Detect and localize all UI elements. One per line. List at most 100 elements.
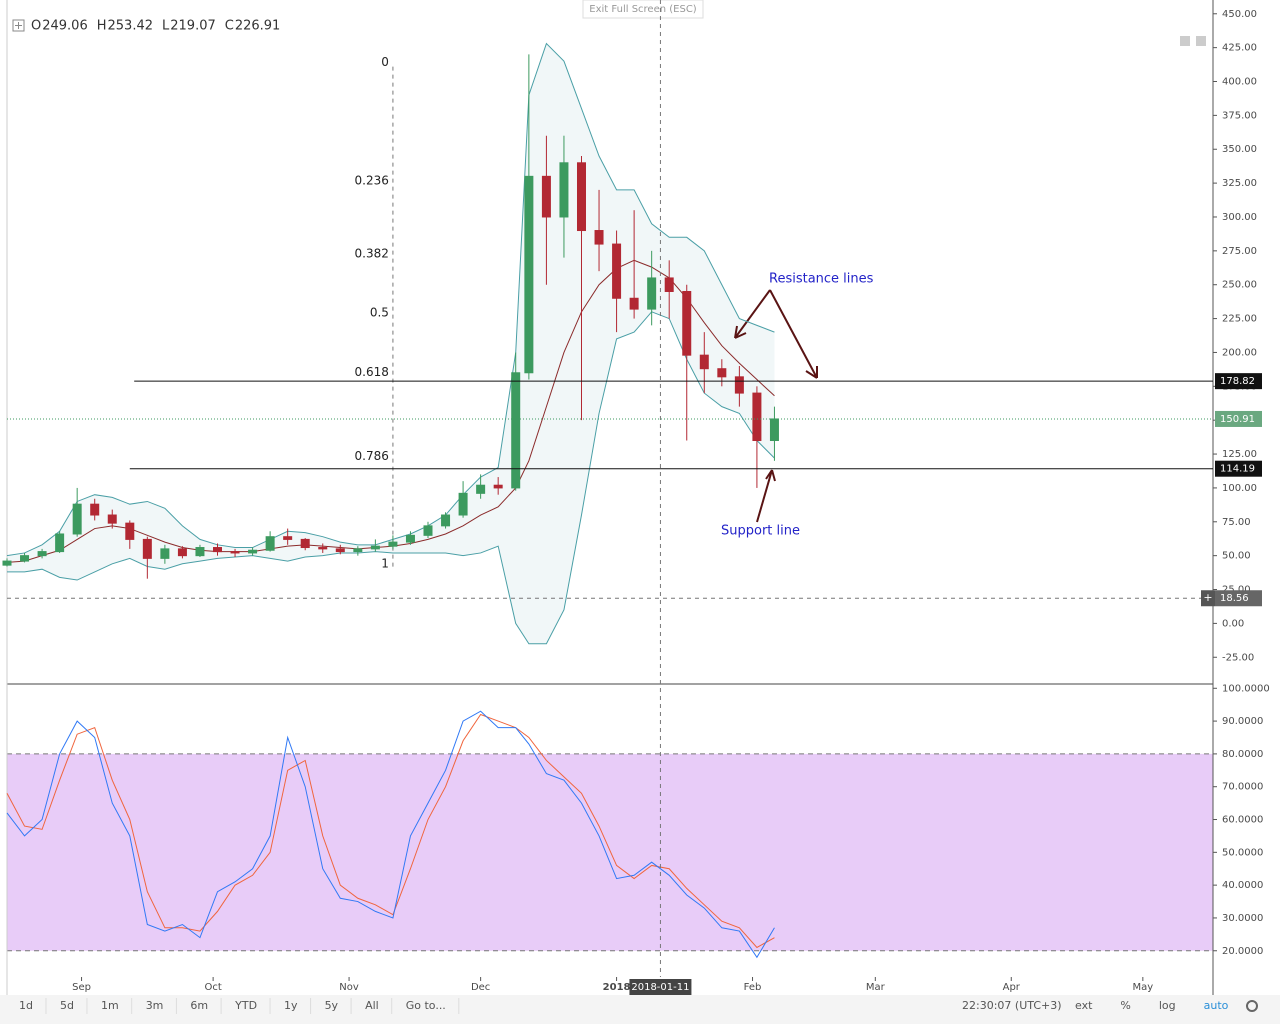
x-tick-label: Nov (339, 982, 359, 993)
legend-key: C (225, 19, 234, 34)
legend-value: 219.07 (170, 19, 216, 34)
y-tick-label: 275.00 (1222, 246, 1257, 257)
band-lower (7, 311, 775, 645)
y-tick-label: 75.00 (1222, 517, 1251, 528)
legend-key: H (97, 19, 107, 34)
y-tick-label: 425.00 (1222, 43, 1257, 54)
candle-body (682, 290, 692, 356)
y-tick-label: 40.0000 (1222, 880, 1263, 891)
legend-key: L (162, 19, 170, 34)
x-tick-label: Feb (744, 982, 762, 993)
x-tick-label: Dec (471, 982, 490, 993)
toolbar-button[interactable]: auto (1204, 999, 1229, 1012)
candle-body (423, 525, 433, 536)
y-tick-label: 70.0000 (1222, 782, 1263, 793)
x-tick-label: Oct (204, 982, 221, 993)
toolbar-button[interactable]: 3m (146, 999, 164, 1012)
exit-fullscreen[interactable] (582, 0, 704, 19)
stoch-band (7, 753, 1213, 951)
y-tick-label: 60.0000 (1222, 815, 1263, 826)
candle-body (353, 548, 363, 553)
candle-body (55, 533, 65, 553)
annotation: Resistance lines (769, 272, 874, 287)
candle-body (283, 536, 293, 540)
candle-body (717, 368, 727, 378)
fib-level-label: 0.5 (370, 306, 389, 320)
candle-body (612, 243, 622, 299)
fib-level-label: 0.618 (355, 365, 389, 379)
candle-body (125, 522, 135, 540)
y-tick-label: 200.00 (1222, 347, 1257, 358)
toolbar-button[interactable]: 1m (101, 999, 119, 1012)
toolbar-button[interactable]: All (365, 999, 379, 1012)
candle-body (629, 297, 639, 310)
fib-level-label: 0.382 (355, 247, 389, 261)
candle-body (2, 560, 12, 566)
candle-body (594, 230, 604, 245)
arrow (756, 469, 776, 523)
candle-body (107, 514, 117, 524)
price-tag (1215, 373, 1262, 390)
exit-fullscreen-label[interactable]: Exit Full Screen (ESC) (589, 4, 697, 15)
y-tick-label: 375.00 (1222, 110, 1257, 121)
y-tick-label: 100.00 (1222, 483, 1257, 494)
price-tag-label: 178.82 (1220, 376, 1255, 387)
candle-body (493, 484, 503, 489)
toolbar-button[interactable]: % (1120, 999, 1130, 1012)
stoch-k (6, 710, 775, 959)
candle-body (752, 392, 762, 442)
candle-body (160, 548, 170, 559)
candle-body (213, 547, 223, 553)
y-tick-label: 400.00 (1222, 77, 1257, 88)
candle-body (20, 555, 30, 562)
fib-level-label: 0.236 (355, 173, 389, 187)
toolbar-button[interactable]: 1d (19, 999, 33, 1012)
toolbar-button[interactable]: 1y (284, 999, 298, 1012)
toolbar-button[interactable]: YTD (234, 999, 257, 1012)
y-tick-label: 50.0000 (1222, 847, 1263, 858)
y-tick-label: 20.0000 (1222, 946, 1263, 957)
candle-body (318, 547, 328, 550)
crosshair-date-tag (629, 979, 692, 995)
price-tag (1215, 410, 1262, 427)
y-tick-label: 30.0000 (1222, 913, 1263, 924)
candle-body (37, 551, 47, 557)
y-tick-label: 25.00 (1222, 585, 1251, 596)
toolbar-button[interactable]: 5d (60, 999, 74, 1012)
y-tick-label: -25.00 (1222, 652, 1254, 663)
pane-button[interactable] (1180, 36, 1190, 46)
toolbar-button[interactable]: ext (1075, 999, 1093, 1012)
candle-body (248, 549, 258, 554)
candle-body (405, 534, 415, 543)
toolbar-button[interactable]: 5y (325, 999, 339, 1012)
candle-body (72, 503, 82, 535)
y-tick-label: 100.0000 (1222, 683, 1270, 694)
y-tick-label: 50.00 (1222, 551, 1251, 562)
settings-icon[interactable] (1246, 1000, 1258, 1012)
legend-value: 249.06 (42, 19, 88, 34)
y-tick-label: 325.00 (1222, 178, 1257, 189)
candle-body (142, 538, 152, 559)
y-tick-label: 450.00 (1222, 9, 1257, 20)
candle-body (664, 277, 674, 292)
fib-level-label: 0 (381, 55, 389, 69)
toolbar-button[interactable]: log (1159, 999, 1176, 1012)
arrow (769, 289, 818, 379)
toolbar (0, 995, 1280, 1024)
pane-button[interactable] (1196, 36, 1206, 46)
toolbar-button[interactable]: 6m (190, 999, 208, 1012)
candle-body (441, 514, 451, 527)
candle-body (769, 418, 779, 442)
candle-body (265, 536, 275, 551)
y-tick-label: 350.00 (1222, 144, 1257, 155)
candle-body (230, 551, 240, 554)
toolbar-button[interactable]: Go to... (406, 999, 446, 1012)
crosshair-plus (1201, 590, 1215, 607)
annotation: Support line (721, 524, 800, 539)
candle-body (647, 277, 657, 310)
y-tick-label: 90.0000 (1222, 716, 1263, 727)
collapse-icon[interactable] (12, 19, 25, 32)
fib-level-label: 1 (381, 556, 389, 570)
